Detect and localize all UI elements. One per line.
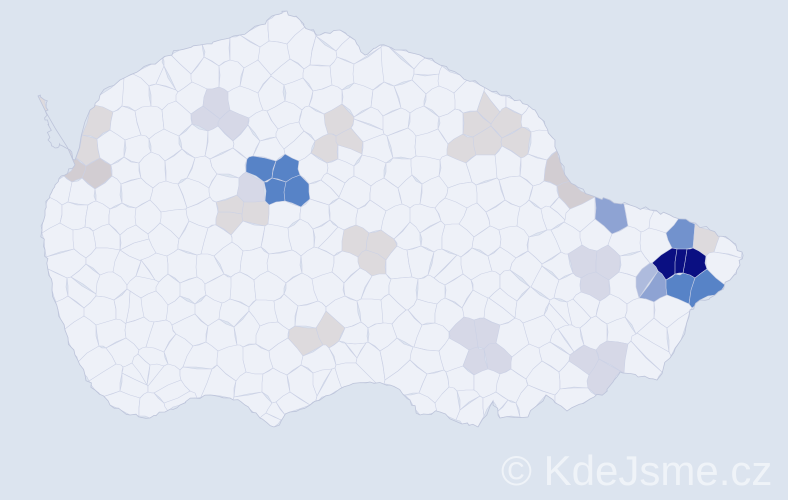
svg-text:© KdeJsme.cz: © KdeJsme.cz <box>501 447 772 494</box>
